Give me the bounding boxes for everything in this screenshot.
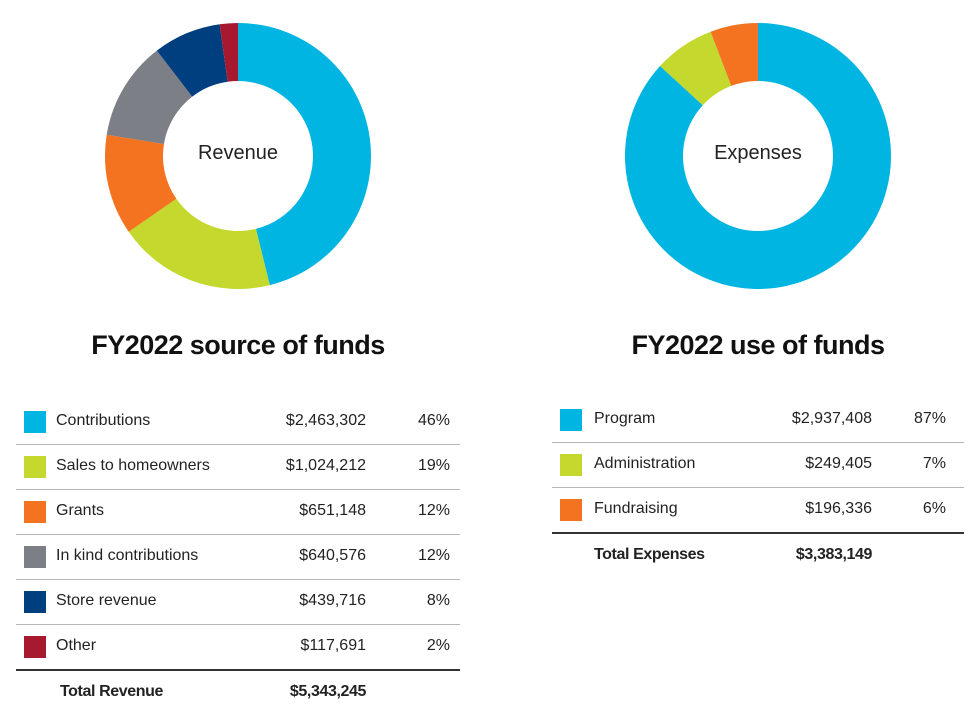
revenue-slice-contributions (238, 23, 372, 286)
expenses-row-amount: $2,937,408 (791, 410, 872, 427)
expenses-slice-program (625, 23, 891, 289)
revenue-total-label: Total Revenue (60, 683, 163, 700)
expenses-table: Program $2,937,408 87% Administration $2… (552, 398, 964, 574)
legend-swatch (24, 501, 46, 523)
expenses-donut-svg (625, 23, 891, 289)
legend-swatch (560, 454, 582, 476)
revenue-chart-title: FY2022 source of funds (91, 330, 385, 360)
revenue-row: Sales to homeowners $1,024,212 19% (16, 445, 460, 490)
expenses-row: Administration $249,405 7% (552, 443, 964, 488)
revenue-donut-svg (104, 23, 372, 289)
revenue-slice-other (219, 23, 238, 82)
revenue-row-label: Other (56, 637, 97, 654)
revenue-table: Contributions $2,463,302 46% Sales to ho… (16, 400, 460, 711)
revenue-center-label: Revenue (197, 142, 279, 164)
legend-swatch (560, 409, 582, 431)
expenses-row-label: Administration (594, 455, 696, 472)
revenue-row-amount: $640,576 (299, 547, 366, 564)
revenue-slice-sales-to-homeowners (128, 198, 270, 289)
revenue-slice-store-revenue (156, 24, 228, 97)
revenue-row-label: Store revenue (56, 592, 157, 609)
revenue-row: Grants $651,148 12% (16, 490, 460, 535)
revenue-row-amount: $439,716 (299, 592, 366, 609)
revenue-row-label: Contributions (56, 412, 151, 429)
expenses-center-label: Expenses (714, 142, 802, 164)
expenses-row-percent: 6% (922, 500, 946, 517)
expenses-total-amount: $3,383,149 (795, 546, 872, 563)
revenue-row-amount: $1,024,212 (285, 457, 366, 474)
legend-swatch (560, 499, 582, 521)
expenses-total-label: Total Expenses (594, 546, 705, 563)
revenue-row-amount: $651,148 (299, 502, 366, 519)
revenue-row-label: Sales to homeowners (56, 457, 210, 474)
revenue-row: Other $117,691 2% (16, 625, 460, 671)
expenses-donut-chart: Expenses (624, 22, 892, 290)
revenue-row-label: In kind contributions (56, 547, 199, 564)
expenses-row: Program $2,937,408 87% (552, 398, 964, 443)
revenue-row: In kind contributions $640,576 12% (16, 535, 460, 580)
legend-swatch (24, 636, 46, 658)
expenses-row-label: Program (594, 410, 656, 427)
revenue-row-amount: $117,691 (300, 637, 366, 654)
revenue-row-percent: 8% (426, 592, 450, 609)
revenue-row-percent: 2% (426, 637, 450, 654)
expenses-chart-title: FY2022 use of funds (631, 330, 885, 360)
revenue-total-row: Total Revenue $5,343,245 (16, 671, 460, 711)
revenue-donut-chart: Revenue (104, 22, 372, 290)
legend-swatch (24, 546, 46, 568)
expenses-row-amount: $196,336 (805, 500, 872, 517)
expenses-row-amount: $249,405 (805, 455, 872, 472)
expenses-total-row: Total Expenses $3,383,149 (552, 534, 964, 574)
expenses-slice-administration (660, 31, 732, 106)
expenses-row-percent: 7% (922, 455, 946, 472)
revenue-slice-grants (104, 134, 177, 232)
expenses-row-percent: 87% (913, 410, 946, 427)
expenses-slice-fundraising (710, 23, 758, 86)
legend-swatch (24, 591, 46, 613)
legend-swatch (24, 411, 46, 433)
revenue-row: Store revenue $439,716 8% (16, 580, 460, 625)
legend-swatch (24, 456, 46, 478)
revenue-row-percent: 12% (417, 502, 450, 519)
expenses-row-label: Fundraising (594, 500, 678, 517)
revenue-row-percent: 19% (417, 457, 450, 474)
revenue-slice-in-kind-contributions (106, 50, 193, 145)
revenue-row-percent: 12% (417, 547, 450, 564)
revenue-row-percent: 46% (417, 412, 450, 429)
revenue-row: Contributions $2,463,302 46% (16, 400, 460, 445)
expenses-row: Fundraising $196,336 6% (552, 488, 964, 534)
revenue-row-amount: $2,463,302 (285, 412, 366, 429)
revenue-row-label: Grants (56, 502, 105, 519)
revenue-total-amount: $5,343,245 (289, 683, 366, 700)
